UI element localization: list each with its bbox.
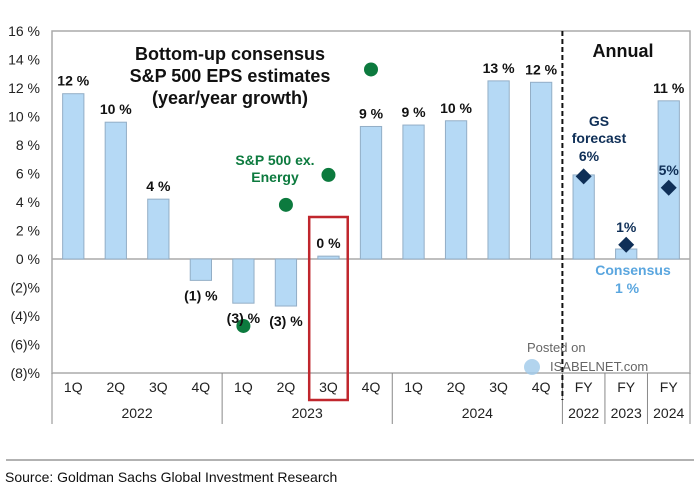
bar xyxy=(189,258,213,281)
category-group-label: 2023 xyxy=(611,405,642,421)
gs-forecast-data-label: 1% xyxy=(616,219,637,235)
y-tick-label: 2 % xyxy=(16,223,40,239)
category-label: 4Q xyxy=(362,379,381,395)
sp500-ex-energy-point xyxy=(364,62,378,77)
gs-forecast-label-line-3: 6% xyxy=(579,148,600,164)
watermark-line-2: ISABELNET.com xyxy=(550,359,648,374)
category-label: 2Q xyxy=(277,379,296,395)
bar xyxy=(359,125,383,260)
category-label: 3Q xyxy=(149,379,168,395)
y-tick-label: (2)% xyxy=(10,280,40,296)
category-label: 1Q xyxy=(234,379,253,395)
bar-data-label: 12 % xyxy=(525,61,557,77)
y-tick-label: 16 % xyxy=(8,23,40,39)
gs-forecast-data-label: 5% xyxy=(659,162,680,178)
bar xyxy=(402,124,425,260)
watermark-logo-icon xyxy=(524,359,540,375)
category-label: 4Q xyxy=(192,379,211,395)
consensus-label-line-2: 1 % xyxy=(615,280,640,296)
y-tick-label: 8 % xyxy=(16,137,40,153)
consensus-label-line-1: Consensus xyxy=(595,262,671,278)
category-group-label: 2022 xyxy=(121,405,152,421)
category-label: 3Q xyxy=(489,379,508,395)
bar xyxy=(572,174,595,260)
y-tick-label: 14 % xyxy=(8,52,40,68)
category-label: 1Q xyxy=(404,379,423,395)
plot-frame xyxy=(51,30,691,374)
y-tick-label: 6 % xyxy=(16,166,40,182)
y-tick-label: 0 % xyxy=(16,251,40,267)
category-label: FY xyxy=(660,379,679,395)
category-label: 4Q xyxy=(532,379,551,395)
bar xyxy=(530,81,553,260)
category-label: 3Q xyxy=(319,379,338,395)
gs-forecast-label-line-1: GS xyxy=(589,113,609,129)
bar xyxy=(147,198,170,260)
y-tick-label: 4 % xyxy=(16,194,40,210)
y-tick-label: 12 % xyxy=(8,80,40,96)
category-label: FY xyxy=(617,379,636,395)
bar-data-label: 10 % xyxy=(440,100,472,116)
highlight-box xyxy=(307,215,349,402)
bar-data-label: 13 % xyxy=(483,60,515,76)
y-tick-label: (8)% xyxy=(10,365,40,381)
bar xyxy=(444,120,468,260)
sp500-ex-energy-label-line-1: S&P 500 ex. xyxy=(235,152,314,168)
y-tick-label: 10 % xyxy=(8,109,40,125)
bar xyxy=(232,258,255,304)
sp500-ex-energy-point xyxy=(278,197,293,212)
category-group-label: 2024 xyxy=(653,405,684,421)
y-tick-label: (4)% xyxy=(10,308,40,324)
y-tick-label: (6)% xyxy=(10,337,40,353)
bar-data-label: 4 % xyxy=(146,178,171,194)
gs-forecast-label-line-2: forecast xyxy=(572,130,627,146)
sp500-ex-energy-point xyxy=(321,167,336,182)
bar-data-label: 0 % xyxy=(316,235,341,251)
category-label: 2Q xyxy=(106,379,125,395)
category-group-label: 2024 xyxy=(462,405,493,421)
gs-forecast-point xyxy=(660,179,677,196)
bar xyxy=(62,93,85,260)
bar-data-label: (3) % xyxy=(269,313,303,329)
bar-data-label: 9 % xyxy=(401,104,426,120)
bar xyxy=(274,258,298,307)
watermark-line-1: Posted on xyxy=(527,340,586,355)
bar-data-label: 10 % xyxy=(100,101,132,117)
bar xyxy=(317,255,340,260)
bar-data-label: (3) % xyxy=(227,310,261,326)
bar-data-label: 12 % xyxy=(57,73,89,89)
category-group-label: 2022 xyxy=(568,405,599,421)
category-label: 2Q xyxy=(447,379,466,395)
sp500-ex-energy-point xyxy=(236,318,251,333)
gs-forecast-point xyxy=(575,168,592,185)
gs-forecast-point xyxy=(618,236,635,253)
sp500-ex-energy-label-line-2: Energy xyxy=(251,169,299,185)
chart-title-line-2: S&P 500 EPS estimates xyxy=(130,66,331,86)
chart-title-line-1: Bottom-up consensus xyxy=(135,44,325,64)
bar xyxy=(104,121,127,260)
annual-label: Annual xyxy=(593,41,654,61)
bar-data-label: (1) % xyxy=(184,287,218,303)
bar-data-label: 11 % xyxy=(653,80,685,96)
chart-title-line-3: (year/year growth) xyxy=(152,88,308,108)
bar-data-label: 9 % xyxy=(359,105,384,121)
category-label: FY xyxy=(575,379,594,395)
bar xyxy=(487,80,510,260)
source-note: Source: Goldman Sachs Global Investment … xyxy=(5,469,337,485)
category-label: 1Q xyxy=(64,379,83,395)
watermark: Posted on ISABELNET.com xyxy=(524,340,648,375)
category-group-label: 2023 xyxy=(292,405,323,421)
